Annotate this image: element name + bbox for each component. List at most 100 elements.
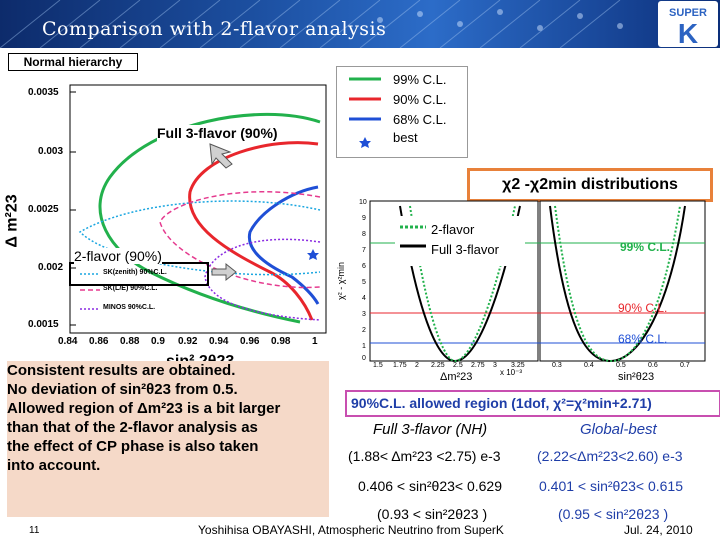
chi2-left-x-label: Δm²23 [440, 371, 473, 383]
contour-minos [204, 238, 321, 321]
chi2-right-x-tick: 0.7 [680, 362, 690, 369]
best-star-icon [359, 137, 371, 148]
chi2-level-68: 68% C.L. [618, 332, 668, 346]
chi2-left-x-tick: 3 [493, 362, 497, 369]
chi2-left-x-tick: 1.75 [393, 362, 407, 369]
y-tick: 0.0035 [28, 87, 59, 98]
cl-68-label: 68% C.L. [393, 112, 447, 127]
contour-zenith [78, 200, 321, 276]
chi2-left-x-tick: 3.25 [511, 362, 525, 369]
contour-frame [69, 84, 327, 334]
cl-99-label: 99% C.L. [393, 72, 447, 87]
chi2-left-x-tick: 1.5 [373, 362, 383, 369]
header-banner: Comparison with 2-flavor analysis SUPER … [0, 0, 720, 48]
slide-title: Comparison with 2-flavor analysis [42, 18, 387, 40]
conclusion-line: the effect of CP phase is also taken [7, 438, 259, 455]
chi2-y-tick: 4 [362, 295, 366, 302]
contour-68 [247, 185, 320, 305]
chi2-left-x-tick: 2.5 [453, 362, 463, 369]
contour-le [159, 191, 321, 289]
results-header: 90%C.L. allowed region (1dof, χ²=χ²min+2… [351, 395, 652, 411]
x-tick: 0.9 [151, 336, 165, 347]
chi2-y-tick: 6 [362, 263, 366, 270]
dm-global: (2.22<Δm²23<2.60) e-3 [537, 448, 683, 464]
chi2-legend-2flavor: 2-flavor [431, 222, 475, 237]
x-tick: 0.92 [178, 336, 198, 347]
legend-zenith: SK(zenith) 90%C.L. [103, 269, 167, 276]
contour-99 [98, 112, 321, 324]
chi2-legend-full: Full 3-flavor [431, 242, 499, 257]
cl-90-label: 90% C.L. [393, 92, 447, 107]
conclusion-line: Allowed region of Δm²23 is a bit larger [7, 400, 281, 417]
contour-90 [188, 141, 319, 321]
superk-logo: SUPER K [658, 1, 718, 47]
s-global: 0.401 < sin²θ23< 0.615 [539, 478, 684, 494]
chi2-y-tick: 0 [362, 355, 366, 362]
footer-credit: Yoshihisa OBAYASHI, Atmospheric Neutrino… [198, 523, 504, 537]
chi2-y-tick: 5 [362, 279, 366, 286]
chi2-y-tick: 9 [362, 215, 366, 222]
s-full: 0.406 < sin²θ23< 0.629 [358, 478, 503, 494]
chi2-right-x-label: sin²θ23 [618, 371, 655, 383]
x-tick: 0.94 [209, 336, 229, 347]
s2-global: (0.95 < sin²2θ23 ) [558, 506, 669, 522]
x-tick: 1 [312, 336, 318, 347]
chi2-y-label: χ² - χ²min [335, 262, 346, 300]
chi2-level-90: 90% C.L. [618, 301, 668, 315]
full-3flavor-annotation: Full 3-flavor (90%) [157, 125, 278, 141]
cl-best-label: best [393, 130, 418, 145]
chi2-left-x-tick: 2.25 [431, 362, 445, 369]
chi2-y-tick: 10 [359, 199, 367, 206]
footer-date: Jul. 24, 2010 [624, 523, 693, 537]
x-tick: 0.86 [89, 336, 109, 347]
y-axis-label: Δ m²23 [3, 194, 21, 248]
chi2-right-x-tick: 0.5 [616, 362, 626, 369]
arrow-2flavor-icon [211, 262, 237, 282]
x-tick: 0.88 [120, 336, 140, 347]
s2-full: (0.93 < sin²2θ23 ) [377, 506, 488, 522]
cl-legend: 99% C.L. 90% C.L. 68% C.L. best [336, 66, 468, 158]
conclusion-line: into account. [7, 457, 101, 474]
conclusion-line: No deviation of sin²θ23 from 0.5. [7, 381, 238, 398]
contour-plot: 0.0035 0.003 0.0025 0.002 0.0015 0.84 0.… [0, 82, 345, 372]
y-tick: 0.003 [38, 146, 64, 157]
logo-mark: K [678, 18, 698, 47]
chi2-left-x-tick: 2.75 [471, 362, 485, 369]
conclusion-line: Consistent results are obtained. [7, 362, 236, 379]
chi2-left-x-tick: 2 [415, 362, 419, 369]
chi2-y-tick: 8 [362, 231, 366, 238]
chi2-level-99: 99% C.L. [620, 240, 671, 254]
chi2-right-x-tick: 0.6 [648, 362, 658, 369]
x-tick: 0.98 [271, 336, 291, 347]
conclusion-line: than that of the 2-flavor analysis as [7, 419, 258, 436]
chi2-y-tick: 1 [362, 343, 366, 350]
x-tick: 0.96 [240, 336, 260, 347]
chi2-plots-svg [369, 200, 706, 363]
y-tick: 0.0015 [28, 319, 59, 330]
best-star-icon [307, 249, 319, 260]
chi2-y-tick: 2 [362, 327, 366, 334]
y-tick: 0.002 [38, 262, 64, 273]
y-tick: 0.0025 [28, 204, 59, 215]
full-3flavor-label: Full 3-flavor (NH) [373, 421, 488, 438]
chi2-plots: 2-flavor Full 3-flavor 99% C.L. 90% C.L.… [336, 196, 720, 386]
hierarchy-label: Normal hierarchy [8, 53, 138, 71]
legend-le: SK(L/E) 90%C.L. [103, 285, 158, 292]
logo-text: SUPER [669, 7, 707, 19]
conclusion-box: Consistent results are obtained. No devi… [7, 361, 329, 517]
arrow-full-icon [209, 143, 233, 169]
cl-legend-lines [349, 77, 381, 148]
header-texture [0, 0, 623, 48]
results-header-box: 90%C.L. allowed region (1dof, χ²=χ²min+2… [345, 390, 720, 417]
chi2-right-x-tick: 0.4 [584, 362, 594, 369]
legend-minos: MINOS 90%C.L. [103, 304, 156, 311]
dm-full: (1.88< Δm²23 <2.75) e-3 [348, 448, 501, 464]
chi2-left-x-unit: x 10⁻³ [500, 368, 523, 377]
2flavor-annotation: 2-flavor (90%) [74, 248, 162, 264]
page-number: 11 [29, 525, 40, 536]
chi2-title: χ2 -χ2min distributions [467, 168, 713, 202]
chi2-y-tick: 3 [362, 311, 366, 318]
global-best-label: Global-best [580, 421, 657, 438]
chi2-right-x-tick: 0.3 [552, 362, 562, 369]
x-tick: 0.84 [58, 336, 78, 347]
